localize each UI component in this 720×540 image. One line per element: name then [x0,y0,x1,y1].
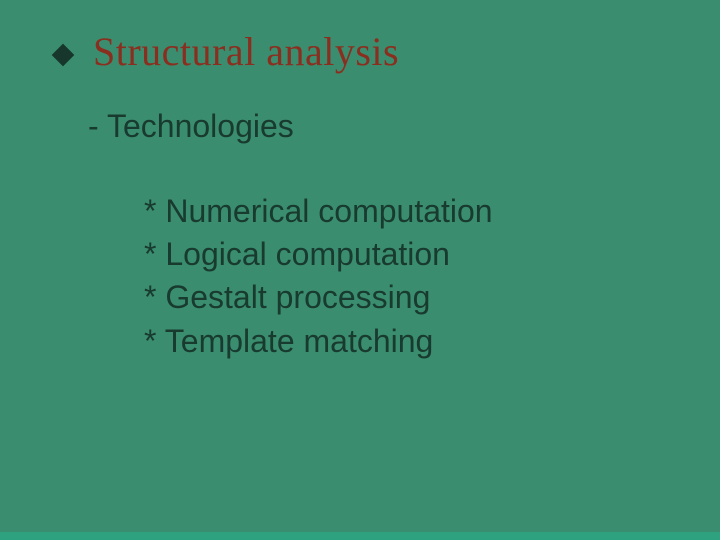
slide-subtitle: - Technologies [88,108,294,145]
list-item: * Gestalt processing [144,276,493,319]
bottom-stripe [0,532,720,540]
slide-title: Structural analysis [93,28,399,75]
slide: Structural analysis - Technologies * Num… [0,0,720,540]
list-item: * Numerical computation [144,190,493,233]
items-list: * Numerical computation * Logical comput… [144,190,493,363]
diamond-bullet-icon [52,43,75,66]
list-item: * Logical computation [144,233,493,276]
title-row: Structural analysis [55,28,399,75]
list-item: * Template matching [144,320,493,363]
